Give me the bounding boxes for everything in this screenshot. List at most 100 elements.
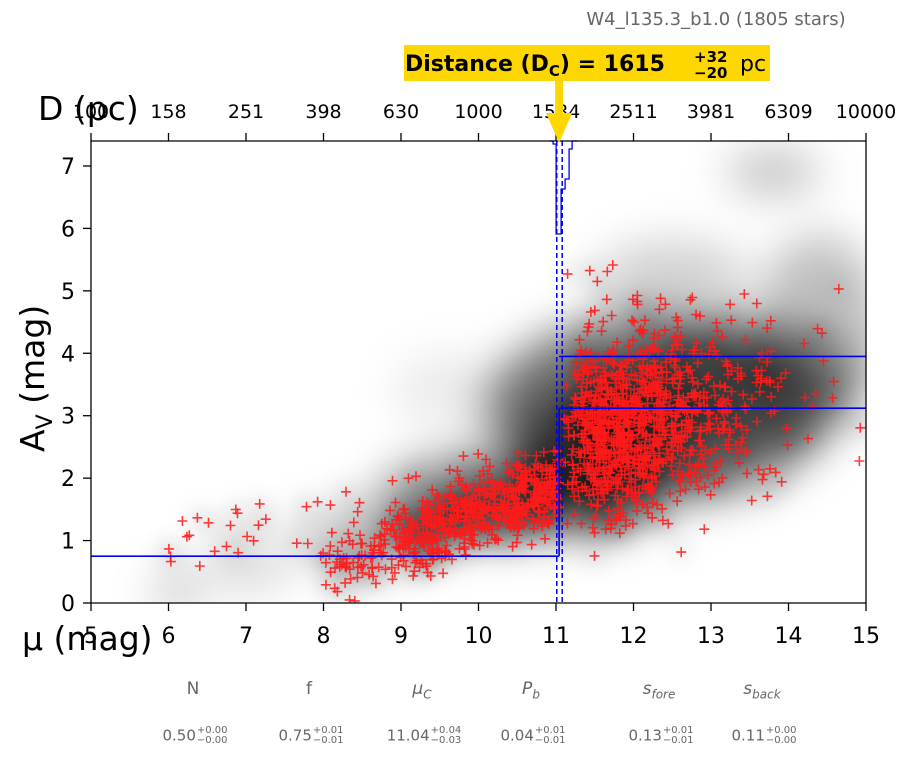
- star-marker: [340, 577, 351, 588]
- star-marker: [337, 537, 347, 548]
- star-marker: [512, 460, 522, 471]
- star-marker: [734, 457, 745, 468]
- star-marker: [669, 373, 680, 384]
- star-marker: [703, 418, 714, 429]
- star-marker: [667, 378, 678, 388]
- top-tick-label: 10000: [836, 101, 896, 123]
- star-marker: [424, 499, 435, 510]
- star-marker: [393, 560, 404, 571]
- star-marker: [782, 440, 793, 451]
- star-marker: [695, 435, 706, 446]
- star-marker: [411, 471, 421, 482]
- star-marker: [541, 469, 552, 480]
- star-marker: [685, 365, 696, 375]
- star-marker: [221, 541, 232, 552]
- star-marker: [651, 476, 662, 487]
- star-marker: [855, 422, 866, 433]
- star-marker: [598, 398, 609, 409]
- star-marker: [707, 336, 718, 347]
- star-marker: [608, 476, 619, 487]
- star-marker: [708, 381, 719, 392]
- star-marker: [701, 425, 712, 436]
- star-marker: [660, 299, 671, 310]
- star-marker: [626, 446, 637, 457]
- star-marker: [741, 424, 752, 435]
- star-marker: [688, 388, 699, 399]
- star-marker: [253, 520, 264, 531]
- star-marker: [654, 304, 665, 315]
- star-marker: [754, 386, 765, 397]
- star-marker: [446, 498, 457, 509]
- star-marker: [672, 496, 683, 507]
- star-marker: [660, 325, 671, 336]
- star-marker: [638, 376, 649, 387]
- star-marker: [508, 484, 519, 494]
- star-marker: [611, 417, 622, 428]
- star-marker: [632, 375, 643, 386]
- star-marker: [531, 450, 542, 461]
- star-marker: [723, 443, 734, 454]
- star-marker: [701, 392, 712, 403]
- star-marker: [559, 413, 570, 424]
- star-marker: [705, 489, 716, 500]
- star-marker: [344, 594, 355, 603]
- star-marker: [652, 415, 663, 426]
- star-marker: [181, 531, 192, 542]
- star-marker: [667, 454, 678, 465]
- star-marker: [334, 561, 345, 572]
- star-marker: [466, 498, 477, 509]
- star-marker: [688, 345, 699, 356]
- star-marker: [521, 467, 532, 478]
- star-marker: [584, 438, 595, 449]
- star-marker: [499, 515, 510, 526]
- star-marker: [325, 567, 336, 578]
- star-marker: [526, 539, 537, 550]
- star-marker: [291, 538, 302, 549]
- density-blob: [393, 353, 502, 429]
- star-marker: [725, 427, 736, 438]
- star-marker: [248, 535, 259, 546]
- star-marker: [780, 368, 791, 379]
- star-marker: [659, 429, 670, 440]
- star-marker: [540, 533, 550, 544]
- star-marker: [401, 561, 411, 572]
- star-marker: [444, 464, 455, 475]
- star-marker: [545, 476, 556, 487]
- star-marker: [512, 530, 523, 541]
- star-marker: [634, 440, 645, 451]
- star-marker: [746, 495, 757, 506]
- star-marker: [483, 468, 493, 479]
- star-marker: [376, 518, 387, 529]
- star-marker: [739, 289, 750, 299]
- star-marker: [608, 370, 618, 381]
- star-marker: [618, 508, 628, 519]
- y-tick-label: 6: [61, 217, 75, 242]
- star-marker: [630, 474, 641, 485]
- star-marker: [585, 362, 596, 373]
- star-marker: [538, 447, 549, 458]
- star-marker: [344, 535, 355, 546]
- star-marker: [650, 435, 661, 446]
- star-marker: [417, 496, 428, 506]
- star-marker: [569, 430, 579, 441]
- star-marker: [646, 461, 657, 472]
- star-marker: [627, 315, 638, 326]
- model-lines: [91, 140, 866, 603]
- star-marker: [683, 366, 694, 377]
- star-marker: [460, 550, 471, 560]
- star-marker: [399, 503, 410, 514]
- x-tick-label: 13: [697, 624, 725, 649]
- star-marker: [177, 516, 188, 526]
- star-marker: [716, 405, 727, 416]
- star-marker: [671, 334, 682, 345]
- star-marker: [681, 396, 691, 407]
- star-marker: [641, 364, 652, 375]
- star-marker: [336, 559, 347, 570]
- star-marker: [765, 315, 776, 326]
- star-marker: [453, 476, 464, 487]
- star-marker: [507, 469, 518, 480]
- star-marker: [762, 357, 772, 367]
- star-marker: [833, 283, 844, 294]
- star-marker: [613, 423, 624, 434]
